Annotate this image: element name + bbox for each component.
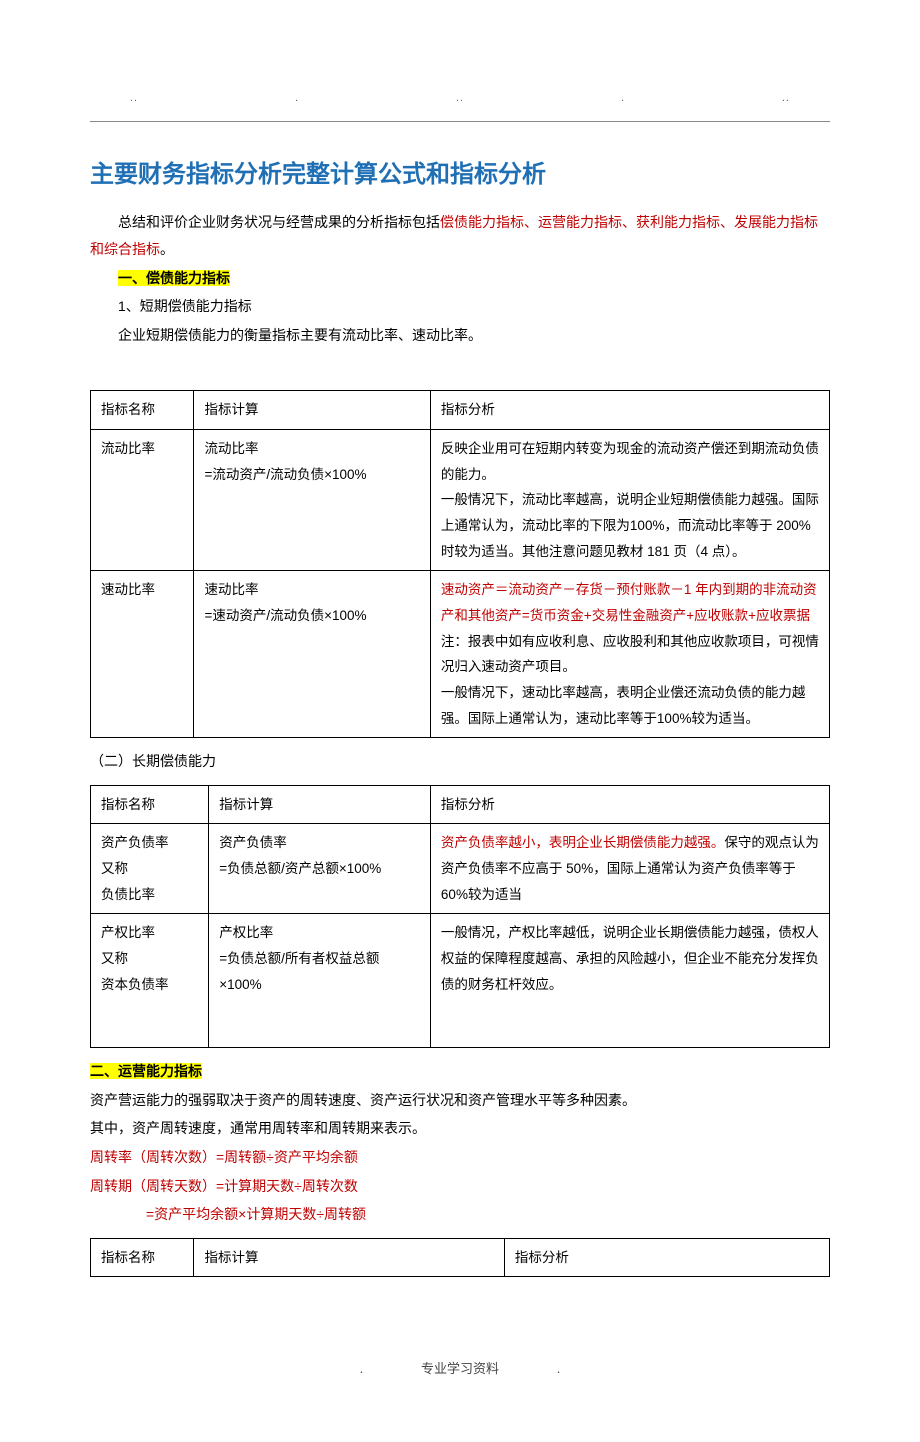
- footer-dot: .: [557, 1361, 561, 1376]
- ana-line: 一般情况下，速动比率越高，表明企业偿还流动负债的能力越强。国际上通常认为，速动比…: [441, 680, 819, 731]
- col-header-analysis: 指标分析: [504, 1238, 829, 1277]
- ana-line: 注：报表中如有应收利息、应收股利和其他应收款项目，可视情况归入速动资产项目。: [441, 629, 819, 680]
- section-1-head: 一、偿债能力指标: [90, 265, 830, 292]
- col-header-calc: 指标计算: [194, 1238, 504, 1277]
- dot: ..: [130, 88, 138, 109]
- table-header-row: 指标名称 指标计算 指标分析: [91, 785, 830, 824]
- calc-line: 速动比率: [204, 577, 419, 603]
- formula-turnover-period: 周转期（周转天数）=计算期天数÷周转次数: [90, 1173, 830, 1200]
- section-2-head: 二、运营能力指标: [90, 1058, 830, 1085]
- cell-calc: 产权比率 =负债总额/所有者权益总额×100%: [209, 914, 431, 1048]
- cell-analysis: 一般情况，产权比率越低，说明企业长期偿债能力越强，债权人权益的保障程度越高、承担…: [430, 914, 829, 1048]
- dot: ..: [782, 88, 790, 109]
- table-operating-header: 指标名称 指标计算 指标分析: [90, 1238, 830, 1278]
- footer-dot: .: [360, 1361, 364, 1376]
- table-row: 产权比率 又称 资本负债率 产权比率 =负债总额/所有者权益总额×100% 一般…: [91, 914, 830, 1048]
- title-text: 主要: [90, 161, 138, 188]
- title-text: 计: [330, 161, 354, 188]
- section-1-sub1-desc: 企业短期偿债能力的衡量指标主要有流动比率、速动比率。: [90, 322, 830, 349]
- ana-line: 反映企业用可在短期内转变为现金的流动资产偿还到期流动负债的能力。: [441, 436, 819, 487]
- name-line: 资产负债率: [101, 830, 198, 856]
- table-long-term-solvency: 指标名称 指标计算 指标分析 资产负债率 又称 负债比率 资产负债率 =负债总额…: [90, 785, 830, 1048]
- cell-calc: 流动比率 =流动资产/流动负债×100%: [194, 430, 430, 571]
- section-head-highlight: 一、偿债能力指标: [118, 270, 230, 286]
- table-row: 流动比率 流动比率 =流动资产/流动负债×100% 反映企业用可在短期内转变为现…: [91, 430, 830, 571]
- section-1-sub1: 1、短期偿债能力指标: [90, 293, 830, 320]
- page-footer: . 专业学习资料 .: [90, 1357, 830, 1382]
- name-line: 又称: [101, 856, 198, 882]
- document-page: .. . .. . .. 主要财务指标分析完整计算公式和指标分析 总结和评价企业…: [0, 0, 920, 1442]
- header-rule: [90, 121, 830, 122]
- ana-line: 一般情况下，流动比率越高，说明企业短期偿债能力越强。国际上通常认为，流动比率的下…: [441, 487, 819, 564]
- col-header-name: 指标名称: [91, 785, 209, 824]
- section-2-p1: 资产营运能力的强弱取决于资产的周转速度、资产运行状况和资产管理水平等多种因素。: [90, 1087, 830, 1114]
- page-title: 主要财务指标分析完整计算公式和指标分析: [90, 152, 830, 198]
- cell-calc: 速动比率 =速动资产/流动负债×100%: [194, 571, 430, 738]
- col-header-analysis: 指标分析: [430, 391, 829, 430]
- intro-end: 。: [160, 241, 174, 257]
- calc-line: =负债总额/所有者权益总额×100%: [219, 946, 420, 997]
- name-line: 资本负债率: [101, 972, 198, 998]
- calc-line: =速动资产/流动负债×100%: [204, 603, 419, 629]
- table-row: 速动比率 速动比率 =速动资产/流动负债×100% 速动资产＝流动资产－存货－预…: [91, 571, 830, 738]
- name-line: 又称: [101, 946, 198, 972]
- formula-turnover-rate: 周转率（周转次数）=周转额÷资产平均余额: [90, 1144, 830, 1171]
- ana-line-red: 速动资产＝流动资产－存货－预付账款－1 年内到期的非流动资产和其他资产=货币资金…: [441, 577, 819, 628]
- header-marks: .. . .. . ..: [90, 88, 830, 109]
- dot: .: [621, 88, 625, 109]
- calc-line: =流动资产/流动负债×100%: [204, 462, 419, 488]
- title-text: 算公式和指标分析: [354, 161, 546, 188]
- name-line: 产权比率: [101, 920, 198, 946]
- section-1-sub2: （二）长期偿债能力: [90, 748, 830, 775]
- cell-name: 速动比率: [91, 571, 194, 738]
- cell-analysis: 反映企业用可在短期内转变为现金的流动资产偿还到期流动负债的能力。 一般情况下，流…: [430, 430, 829, 571]
- calc-line: =负债总额/资产总额×100%: [219, 856, 420, 882]
- calc-line: 流动比率: [204, 436, 419, 462]
- table-header-row: 指标名称 指标计算 指标分析: [91, 391, 830, 430]
- section-2-p2: 其中，资产周转速度，通常用周转率和周转期来表示。: [90, 1115, 830, 1142]
- calc-line: 产权比率: [219, 920, 420, 946]
- col-header-calc: 指标计算: [194, 391, 430, 430]
- section-head-highlight: 二、运营能力指标: [90, 1063, 202, 1079]
- intro-paragraph: 总结和评价企业财务状况与经营成果的分析指标包括偿债能力指标、运营能力指标、获利能…: [90, 209, 830, 262]
- cell-name: 资产负债率 又称 负债比率: [91, 824, 209, 914]
- footer-text: 专业学习资料: [421, 1361, 499, 1376]
- dot: ..: [456, 88, 464, 109]
- col-header-name: 指标名称: [91, 391, 194, 430]
- dot: .: [295, 88, 299, 109]
- cell-name: 流动比率: [91, 430, 194, 571]
- cell-analysis: 速动资产＝流动资产－存货－预付账款－1 年内到期的非流动资产和其他资产=货币资金…: [430, 571, 829, 738]
- title-text: 财务指标分析完整: [138, 161, 330, 188]
- table-header-row: 指标名称 指标计算 指标分析: [91, 1238, 830, 1277]
- col-header-analysis: 指标分析: [430, 785, 829, 824]
- col-header-name: 指标名称: [91, 1238, 194, 1277]
- calc-line: 资产负债率: [219, 830, 420, 856]
- ana-red: 资产负债率越小，表明企业长期偿债能力越强。: [441, 835, 725, 850]
- cell-calc: 资产负债率 =负债总额/资产总额×100%: [209, 824, 431, 914]
- table-short-term-solvency: 指标名称 指标计算 指标分析 流动比率 流动比率 =流动资产/流动负债×100%…: [90, 390, 830, 738]
- cell-analysis: 资产负债率越小，表明企业长期偿债能力越强。保守的观点认为资产负债率不应高于 50…: [430, 824, 829, 914]
- spacer: [90, 350, 830, 380]
- name-line: 负债比率: [101, 882, 198, 908]
- intro-text: 总结和评价企业财务状况与经营成果的分析指标包括: [118, 214, 440, 230]
- formula-turnover-period-2: =资产平均余额×计算期天数÷周转额: [90, 1201, 830, 1228]
- col-header-calc: 指标计算: [209, 785, 431, 824]
- cell-name: 产权比率 又称 资本负债率: [91, 914, 209, 1048]
- table-row: 资产负债率 又称 负债比率 资产负债率 =负债总额/资产总额×100% 资产负债…: [91, 824, 830, 914]
